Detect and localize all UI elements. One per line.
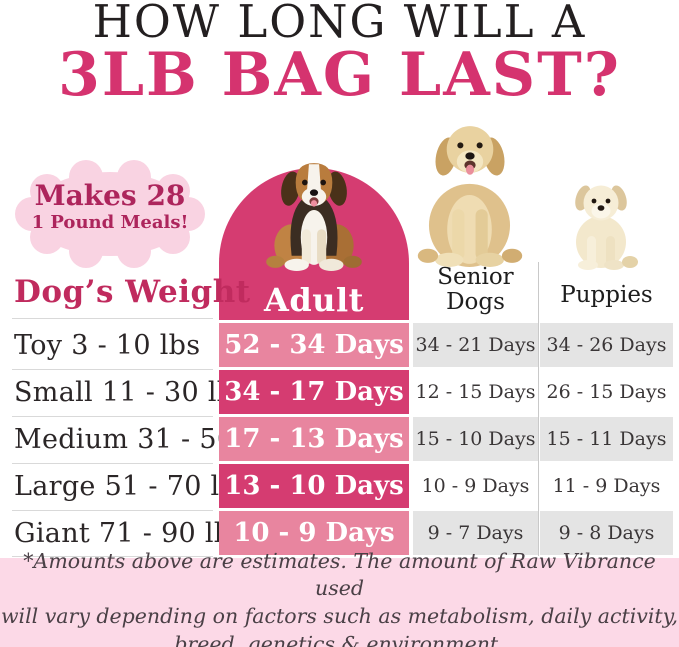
meals-badge-text: Makes 28 1 Pound Meals!	[10, 156, 210, 272]
senior-puppies-column-divider	[538, 262, 539, 556]
table-row-toy: Toy 3 - 10 lbs 52 - 34 Days 34 - 21 Days…	[0, 323, 679, 367]
table-row-large: Large 51 - 70 lbs 13 - 10 Days 10 - 9 Da…	[0, 464, 679, 508]
scallop-blob-shape	[15, 160, 205, 268]
golden-retriever-senior-dog-image	[417, 126, 523, 267]
adult-days-cell: 13 - 10 Days	[219, 464, 409, 508]
senior-days-cell: 9 - 7 Days	[413, 511, 538, 555]
badge-makes-28: Makes 28	[34, 179, 186, 212]
row-divider	[12, 463, 213, 464]
row-weight-label: Small 11 - 30 lbs	[14, 376, 249, 408]
adult-days-cell: 52 - 34 Days	[219, 323, 409, 367]
row-divider	[12, 416, 213, 417]
puppy-days-cell: 15 - 11 Days	[540, 417, 673, 461]
header-underline	[12, 318, 213, 319]
row-weight-label: Large 51 - 70 lbs	[14, 470, 252, 502]
puppy-days-cell: 9 - 8 Days	[540, 511, 673, 555]
row-divider	[12, 369, 213, 370]
row-divider	[12, 510, 213, 511]
column-header-dogs-weight: Dog’s Weight	[14, 274, 251, 310]
page-title-line1: HOW LONG WILL A	[92, 0, 587, 48]
row-weight-label: Toy 3 - 10 lbs	[14, 329, 201, 361]
senior-days-cell: 12 - 15 Days	[413, 370, 538, 414]
table-row-small: Small 11 - 30 lbs 34 - 17 Days 12 - 15 D…	[0, 370, 679, 414]
column-header-puppies: Puppies	[560, 282, 653, 308]
table-row-medium: Medium 31 - 50 lbs 17 - 13 Days 15 - 10 …	[0, 417, 679, 461]
page-title-line2: 3LB BAG LAST?	[58, 40, 621, 110]
adult-days-cell: 17 - 13 Days	[219, 417, 409, 461]
disclaimer-line: will vary depending on factors such as m…	[0, 603, 679, 628]
senior-days-cell: 10 - 9 Days	[413, 464, 538, 508]
disclaimer-line: breed, genetics & environment.	[174, 631, 505, 647]
row-divider	[12, 556, 213, 557]
adult-days-cell: 10 - 9 Days	[219, 511, 409, 555]
puppy-days-cell: 34 - 26 Days	[540, 323, 673, 367]
meals-badge: Makes 28 1 Pound Meals!	[10, 156, 210, 272]
disclaimer-line: *Amounts above are estimates. The amount…	[23, 548, 656, 600]
column-header-senior-dogs: Senior Dogs	[437, 264, 514, 315]
puppy-days-cell: 11 - 9 Days	[540, 464, 673, 508]
senior-days-cell: 34 - 21 Days	[413, 323, 538, 367]
row-weight-label: Giant 71 - 90 lbs	[14, 517, 246, 549]
table-row-giant: Giant 71 - 90 lbs 10 - 9 Days 9 - 7 Days…	[0, 511, 679, 555]
adult-days-cell: 34 - 17 Days	[219, 370, 409, 414]
senior-days-cell: 15 - 10 Days	[413, 417, 538, 461]
cream-puppy-image	[575, 185, 638, 270]
beagle-adult-dog-image	[266, 163, 362, 271]
badge-pound-meals: 1 Pound Meals!	[31, 212, 189, 233]
disclaimer-footer: *Amounts above are estimates. The amount…	[0, 549, 679, 647]
puppy-days-cell: 26 - 15 Days	[540, 370, 673, 414]
